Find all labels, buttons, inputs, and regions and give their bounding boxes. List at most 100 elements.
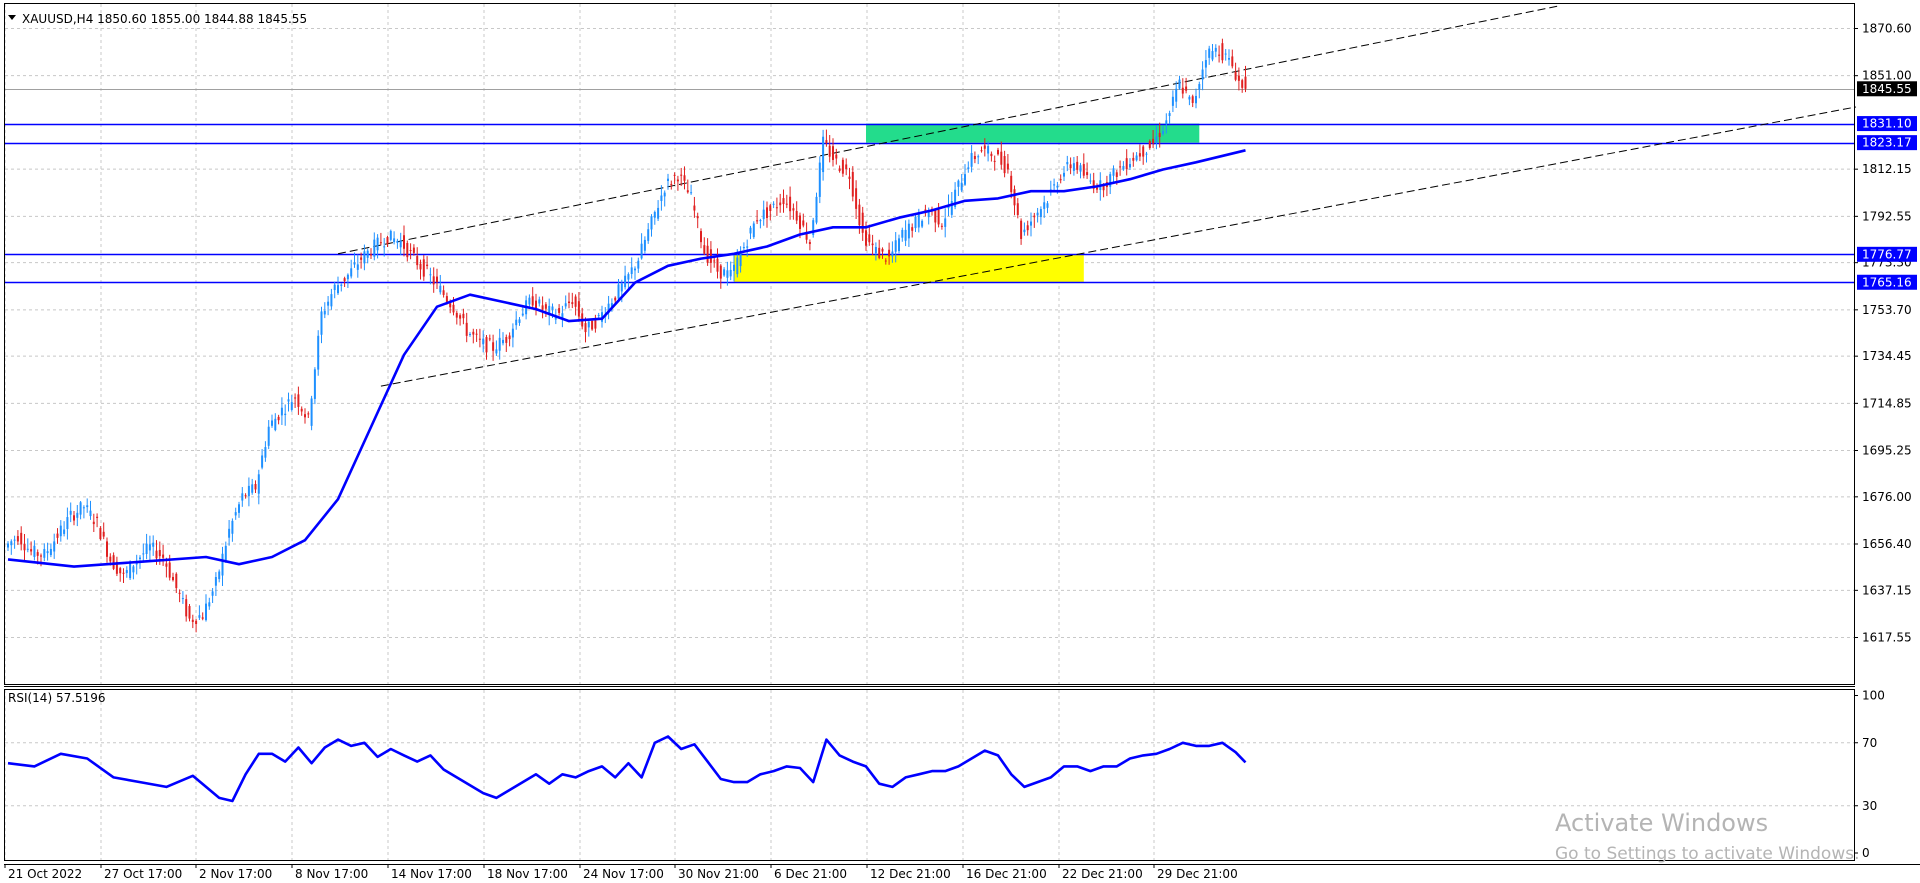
time-axis-label: 29 Dec 21:00 — [1157, 867, 1238, 881]
candle — [66, 507, 69, 540]
candle — [79, 501, 82, 520]
candle — [379, 232, 382, 246]
candle — [653, 210, 656, 225]
resistance-zone[interactable] — [866, 123, 1200, 143]
candle — [313, 367, 316, 405]
channel-lower-line[interactable] — [380, 106, 1857, 387]
candle — [198, 605, 201, 621]
rsi-label: RSI(14) 57.5196 — [8, 691, 106, 705]
candle — [775, 197, 778, 216]
candle — [1162, 126, 1164, 136]
candle — [221, 546, 224, 587]
candle — [1241, 78, 1244, 93]
candle — [244, 493, 247, 499]
rsi-scale-label: 30 — [1862, 799, 1877, 813]
candle — [1204, 50, 1207, 78]
time-axis-label: 27 Oct 17:00 — [104, 867, 182, 881]
time-axis-label: 16 Dec 21:00 — [966, 867, 1047, 881]
candle — [304, 408, 306, 424]
candle — [96, 513, 99, 528]
candle — [419, 259, 422, 280]
candle — [673, 172, 676, 185]
candle — [746, 239, 749, 257]
price-scale-label: 1656.40 — [1862, 537, 1912, 551]
candle — [1234, 62, 1237, 82]
channel-upper-line[interactable] — [337, 5, 1560, 255]
candle — [660, 185, 663, 211]
candle — [106, 537, 108, 563]
candle — [1003, 150, 1006, 178]
triangle-down-icon[interactable] — [8, 15, 16, 20]
candle — [1221, 38, 1224, 64]
candle — [766, 201, 768, 228]
zones-layer — [734, 123, 1200, 283]
candle — [987, 141, 990, 162]
candle — [868, 224, 871, 246]
candle — [363, 244, 366, 271]
candle — [343, 276, 346, 288]
candle — [851, 166, 854, 202]
candle — [815, 192, 818, 225]
time-axis-label: 8 Nov 17:00 — [295, 867, 368, 881]
candle — [327, 296, 330, 316]
rsi-scale[interactable]: 100 70 30 0 — [1854, 689, 1885, 861]
candle — [7, 541, 9, 552]
candle — [1208, 45, 1211, 65]
candle — [676, 175, 679, 191]
candle — [353, 252, 356, 268]
candle — [46, 542, 49, 561]
candle — [835, 148, 838, 165]
level-tags-layer: 1845.55 1831.10 1823.17 1776.77 1765.16 — [1857, 81, 1917, 290]
candle — [323, 302, 326, 319]
candle — [251, 478, 254, 495]
candle — [627, 272, 630, 290]
candle — [393, 231, 396, 245]
candle — [1016, 198, 1019, 219]
support-zone[interactable] — [734, 254, 1084, 283]
candle — [894, 231, 897, 263]
candle — [181, 591, 184, 604]
candle — [1112, 165, 1115, 183]
time-axis[interactable]: 21 Oct 2022 27 Oct 17:00 2 Nov 17:00 8 Nov … — [4, 864, 1238, 881]
candle — [957, 179, 960, 197]
candle — [30, 541, 33, 556]
candle — [1086, 162, 1089, 179]
moving-average-line[interactable] — [7, 149, 1246, 568]
candle — [973, 151, 976, 164]
candle — [1129, 158, 1131, 171]
candle — [861, 206, 864, 241]
candle — [1148, 139, 1151, 150]
candle — [43, 543, 46, 562]
candle — [1198, 81, 1201, 99]
candle — [878, 239, 881, 260]
level-price-tag: 1776.77 — [1857, 246, 1917, 262]
price-scale-label: 1812.15 — [1862, 162, 1912, 176]
svg-text:1845.55: 1845.55 — [1862, 82, 1912, 96]
candle — [274, 413, 277, 432]
candle — [802, 213, 805, 228]
price-scale[interactable]: 1870.601851.001812.151792.551773.301753.… — [1854, 22, 1912, 645]
rsi-line[interactable] — [7, 735, 1247, 803]
candle — [191, 614, 194, 629]
candle — [1122, 161, 1125, 171]
candle — [20, 526, 23, 551]
candle — [488, 334, 491, 342]
candle — [92, 513, 95, 533]
candle — [211, 587, 214, 604]
candle — [49, 543, 52, 558]
rsi-scale-label: 70 — [1862, 736, 1877, 750]
candle — [436, 268, 438, 290]
candle — [640, 233, 643, 260]
activate-windows-subtitle: Go to Settings to activate Windows. — [1555, 844, 1860, 864]
candle — [56, 528, 59, 544]
candle — [396, 238, 399, 249]
candle — [921, 219, 924, 229]
candle — [838, 165, 841, 173]
candle — [1165, 113, 1168, 134]
candle — [132, 564, 135, 580]
candle — [1030, 212, 1032, 237]
candle — [228, 519, 231, 546]
candle — [290, 394, 293, 412]
